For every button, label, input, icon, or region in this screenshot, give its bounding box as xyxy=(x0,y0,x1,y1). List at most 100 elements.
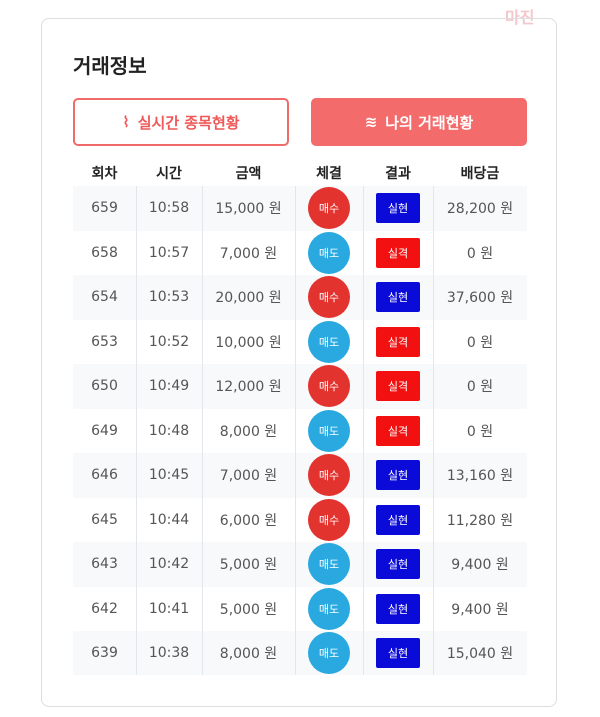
table-cell: 10:44 xyxy=(148,511,190,528)
table-cell: 실격 xyxy=(363,320,433,365)
trade-badge: 매수 xyxy=(308,454,350,497)
table-cell: 9,400 원 xyxy=(451,557,509,574)
table-cell: 매도 xyxy=(295,320,363,365)
table-row: 649 10:48 8,000 원 매도 실격 0 원 xyxy=(73,408,527,454)
table-row: 642 10:41 5,000 원 매도 실현 9,400 원 xyxy=(73,586,527,632)
table-cell: 10:45 xyxy=(148,467,190,484)
table-cell: 20,000 원 xyxy=(215,290,282,307)
menu-icon: ≋ xyxy=(364,113,378,131)
table-cell: 11,280 원 xyxy=(446,512,514,529)
table-cell: 매도 xyxy=(295,409,363,454)
table-cell: 매수 xyxy=(295,453,363,498)
realtime-button[interactable]: ⌇ 실시간 종목현황 xyxy=(73,98,289,146)
table-cell: 실격 xyxy=(363,409,433,454)
table-cell: 실현 xyxy=(363,186,433,231)
table-row: 645 10:44 6,000 원 매수 실현 11,280 원 xyxy=(73,497,527,543)
column-divider xyxy=(295,186,296,675)
table-cell: 10:58 xyxy=(148,200,190,217)
result-badge: 실격 xyxy=(376,237,420,268)
trade-badge: 매수 xyxy=(308,498,350,541)
column-divider xyxy=(202,186,203,675)
result-badge: 실격 xyxy=(376,371,420,402)
table-cell: 매도 xyxy=(295,542,363,587)
trade-badge: 매도 xyxy=(308,632,350,675)
button-label: 나의 거래현황 xyxy=(385,113,474,132)
table-row: 646 10:45 7,000 원 매수 실현 13,160 원 xyxy=(73,453,527,499)
table-cell: 10:38 xyxy=(148,645,190,662)
column-header: 시간 xyxy=(156,166,182,182)
table-cell: 실격 xyxy=(363,364,433,409)
table-row: 658 10:57 7,000 원 매도 실격 0 원 xyxy=(73,230,527,276)
table-cell: 매도 xyxy=(295,631,363,675)
table-cell: 10:57 xyxy=(148,244,190,261)
table-cell: 8,000 원 xyxy=(219,646,278,663)
result-badge: 실현 xyxy=(376,504,420,535)
table-cell: 실현 xyxy=(363,275,433,320)
table-cell: 10:53 xyxy=(148,289,190,306)
trade-badge: 매수 xyxy=(308,365,350,408)
table-cell: 0 원 xyxy=(466,379,494,396)
button-label: 실시간 종목현황 xyxy=(137,113,240,132)
table-cell: 9,400 원 xyxy=(451,601,509,618)
table-cell: 7,000 원 xyxy=(219,468,278,485)
table-row: 654 10:53 20,000 원 매수 실현 37,600 원 xyxy=(73,275,527,321)
result-badge: 실현 xyxy=(376,282,420,313)
result-badge: 실현 xyxy=(376,593,420,624)
result-badge: 실격 xyxy=(376,326,420,357)
table-cell: 매도 xyxy=(295,587,363,632)
result-badge: 실격 xyxy=(376,415,420,446)
table-cell: 645 xyxy=(91,511,118,528)
trade-badge: 매수 xyxy=(308,187,350,230)
table-cell: 10:41 xyxy=(148,600,190,617)
result-badge: 실현 xyxy=(376,549,420,580)
result-badge: 실현 xyxy=(376,460,420,491)
table-cell: 실현 xyxy=(363,631,433,675)
table-cell: 653 xyxy=(91,333,118,350)
table-cell: 5,000 원 xyxy=(219,601,278,618)
trade-badge: 매도 xyxy=(308,409,350,452)
table-cell: 실현 xyxy=(363,542,433,587)
table-cell: 10,000 원 xyxy=(215,334,282,351)
column-header: 결과 xyxy=(385,166,411,182)
table-cell: 654 xyxy=(91,289,118,306)
table-row: 643 10:42 5,000 원 매도 실현 9,400 원 xyxy=(73,542,527,588)
table-cell: 매수 xyxy=(295,498,363,543)
column-header: 배당금 xyxy=(460,166,500,182)
trade-badge: 매도 xyxy=(308,587,350,630)
table-cell: 642 xyxy=(91,600,118,617)
table-row: 659 10:58 15,000 원 매수 실현 28,200 원 xyxy=(73,186,527,232)
trade-badge: 매도 xyxy=(308,320,350,363)
table-cell: 28,200 원 xyxy=(446,201,514,218)
table-cell: 658 xyxy=(91,244,118,261)
table-cell: 10:52 xyxy=(148,333,190,350)
table-cell: 실현 xyxy=(363,498,433,543)
table-cell: 매수 xyxy=(295,186,363,231)
column-divider xyxy=(136,186,137,675)
table-cell: 15,000 원 xyxy=(215,201,282,218)
title: 거래정보 xyxy=(73,54,147,78)
table-cell: 659 xyxy=(91,200,118,217)
table-row: 639 10:38 8,000 원 매도 실현 15,040 원 xyxy=(73,631,527,675)
my-trades-button[interactable]: ≋ 나의 거래현황 xyxy=(311,98,527,146)
table-cell: 15,040 원 xyxy=(446,646,514,663)
table-cell: 12,000 원 xyxy=(215,379,282,396)
table-row: 650 10:49 12,000 원 매수 실격 0 원 xyxy=(73,364,527,410)
table-cell: 7,000 원 xyxy=(219,245,278,262)
table-cell: 8,000 원 xyxy=(219,423,278,440)
table-cell: 0 원 xyxy=(466,245,494,262)
column-header: 체결 xyxy=(316,166,342,182)
table-cell: 649 xyxy=(91,422,118,439)
table-cell: 646 xyxy=(91,467,118,484)
table-row: 653 10:52 10,000 원 매도 실격 0 원 xyxy=(73,319,527,365)
column-divider xyxy=(363,186,364,675)
table-cell: 5,000 원 xyxy=(219,557,278,574)
card xyxy=(41,18,557,707)
table-cell: 매수 xyxy=(295,275,363,320)
table-cell: 실격 xyxy=(363,231,433,276)
column-divider xyxy=(433,186,434,675)
table-cell: 10:42 xyxy=(148,556,190,573)
table-cell: 실현 xyxy=(363,587,433,632)
table-cell: 실현 xyxy=(363,453,433,498)
table-cell: 639 xyxy=(91,645,118,662)
